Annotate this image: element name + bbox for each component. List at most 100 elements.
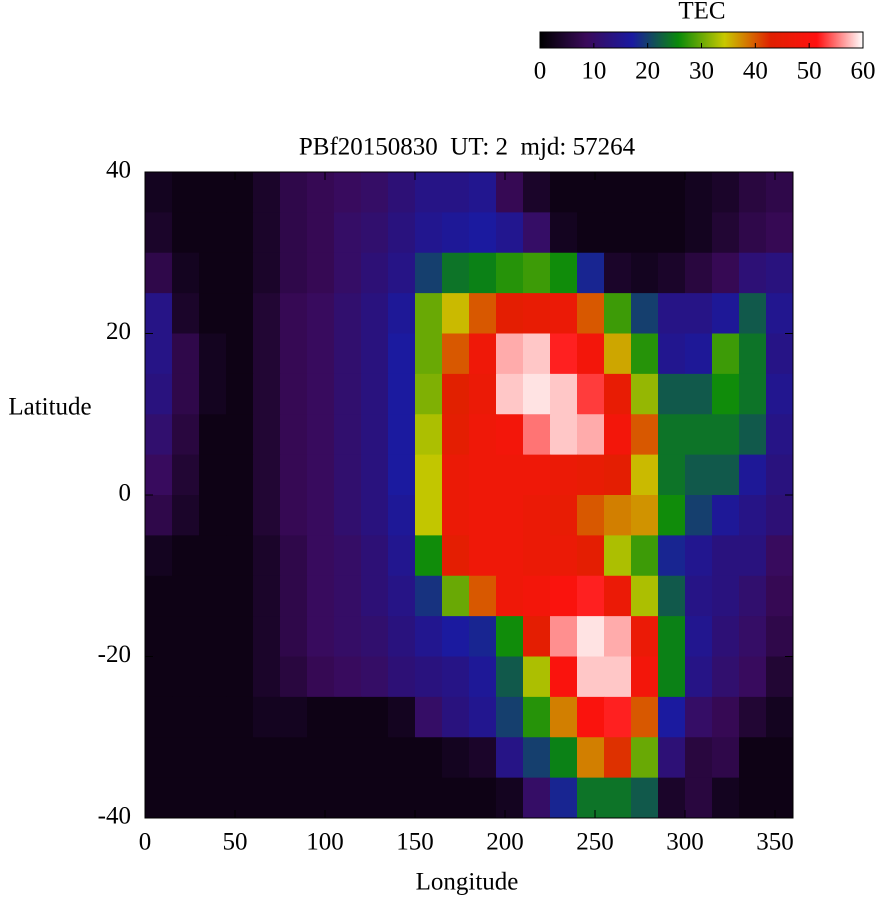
heatmap-cell [334, 535, 362, 577]
heatmap-cell [145, 495, 173, 536]
heatmap-cell [577, 333, 605, 375]
heatmap-cell [280, 373, 308, 415]
heatmap-cell [172, 172, 200, 213]
heatmap-cell [442, 575, 470, 617]
heatmap-cell [631, 212, 659, 254]
heatmap-cell [307, 777, 335, 819]
heatmap-cell [577, 696, 605, 738]
heatmap-cell [361, 454, 389, 496]
heatmap-cell [199, 737, 227, 779]
heatmap-cell [550, 616, 578, 657]
heatmap-cell [361, 535, 389, 577]
heatmap-cell [712, 777, 740, 819]
heatmap-cell [685, 737, 713, 779]
heatmap-cell [145, 777, 173, 819]
heatmap-cell [766, 575, 794, 617]
heatmap-cell [523, 495, 551, 536]
heatmap-cell [496, 737, 524, 779]
colorbar-tick-label: 0 [534, 58, 547, 85]
heatmap-cell [334, 737, 362, 779]
colorbar-tick-label: 20 [635, 58, 660, 85]
heatmap-cell [496, 495, 524, 536]
heatmap-cell [307, 535, 335, 577]
heatmap-cell [280, 293, 308, 334]
heatmap-cell [631, 616, 659, 657]
heatmap-cell [388, 252, 416, 294]
colorbar-tick-label: 10 [581, 58, 606, 85]
heatmap-cell [658, 212, 686, 254]
heatmap-cell [388, 656, 416, 698]
heatmap-cell [577, 535, 605, 577]
heatmap-cell [442, 252, 470, 294]
heatmap-cell [172, 777, 200, 819]
heatmap-cell [145, 696, 173, 738]
heatmap-cell [550, 333, 578, 375]
heatmap-cell [334, 373, 362, 415]
heatmap-cell [523, 373, 551, 415]
heatmap-cell [712, 333, 740, 375]
heatmap-cell [712, 293, 740, 334]
heatmap-cell [145, 656, 173, 698]
heatmap-cell [334, 172, 362, 213]
heatmap-cell [685, 696, 713, 738]
heatmap-cell [415, 737, 443, 779]
heatmap-cell [253, 172, 281, 213]
heatmap-cell [577, 454, 605, 496]
heatmap-cell [226, 737, 254, 779]
heatmap-cell [604, 333, 632, 375]
heatmap-cell [496, 252, 524, 294]
heatmap-cell [415, 535, 443, 577]
heatmap-cell [307, 414, 335, 456]
heatmap-cell [145, 293, 173, 334]
heatmap-cell [388, 172, 416, 213]
heatmap-cell [199, 777, 227, 819]
heatmap-cell [469, 414, 497, 456]
heatmap-cell [604, 616, 632, 657]
heatmap-cell [631, 333, 659, 375]
heatmap-cell [280, 696, 308, 738]
heatmap-cell [685, 495, 713, 536]
heatmap-cell [766, 777, 794, 819]
heatmap-cell [523, 535, 551, 577]
heatmap-cell [496, 373, 524, 415]
heatmap-cell [442, 212, 470, 254]
heatmap-cell [523, 575, 551, 617]
heatmap-cell [631, 696, 659, 738]
heatmap-cell [145, 414, 173, 456]
x-tick-label: 100 [306, 829, 344, 856]
heatmap-cell [523, 777, 551, 819]
heatmap-cell [496, 293, 524, 334]
heatmap-cell [199, 696, 227, 738]
heatmap-cell [145, 737, 173, 779]
heatmap-cell [469, 373, 497, 415]
heatmap-cell [172, 333, 200, 375]
heatmap-cell [307, 373, 335, 415]
heatmap-cell [199, 495, 227, 536]
heatmap-cell [685, 333, 713, 375]
heatmap-cell [766, 172, 794, 213]
heatmap-cell [388, 737, 416, 779]
heatmap-cell [766, 373, 794, 415]
heatmap-cell [469, 656, 497, 698]
heatmap-cell [388, 373, 416, 415]
heatmap-cell [631, 495, 659, 536]
heatmap-cell [631, 656, 659, 698]
heatmap-cell [766, 454, 794, 496]
heatmap-cell [226, 575, 254, 617]
heatmap-cell [307, 454, 335, 496]
heatmap-cell [550, 696, 578, 738]
heatmap [145, 172, 794, 819]
heatmap-cell [280, 414, 308, 456]
heatmap-cell [442, 414, 470, 456]
heatmap-cell [631, 575, 659, 617]
heatmap-cell [253, 414, 281, 456]
heatmap-cell [388, 414, 416, 456]
heatmap-cell [604, 172, 632, 213]
heatmap-cell [739, 373, 767, 415]
heatmap-cell [577, 212, 605, 254]
heatmap-cell [550, 656, 578, 698]
heatmap-cell [226, 172, 254, 213]
heatmap-cell [604, 414, 632, 456]
heatmap-cell [226, 777, 254, 819]
